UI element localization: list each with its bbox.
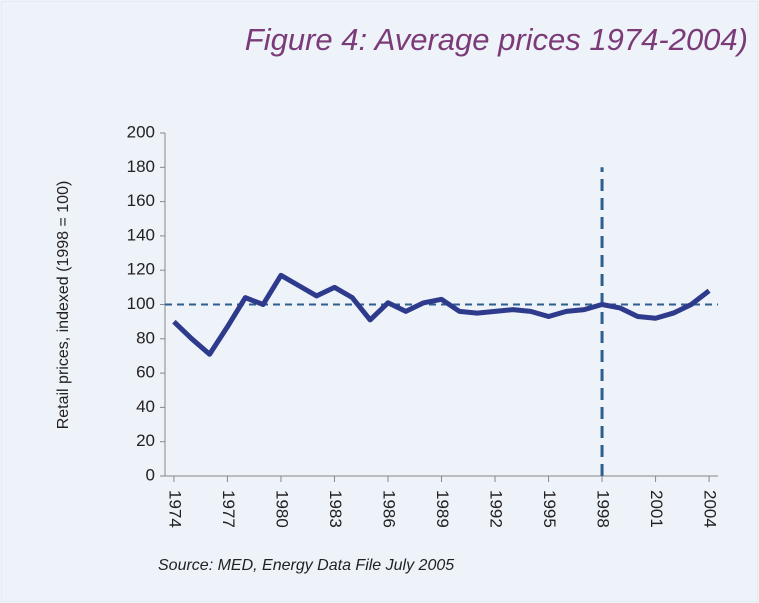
chart-title: Figure 4: Average prices 1974-2004): [245, 22, 748, 57]
y-tick-label: 60: [136, 363, 155, 382]
x-tick-label: 1995: [540, 490, 559, 528]
x-tick-label: 1980: [272, 490, 291, 528]
x-tick-label: 1974: [165, 490, 184, 528]
x-tick-label: 1977: [219, 490, 238, 528]
x-tick-label: 1998: [594, 490, 613, 528]
y-tick-label: 160: [127, 191, 155, 210]
y-tick-label: 20: [136, 431, 155, 450]
data-line: [172, 272, 711, 357]
y-tick-label: 100: [127, 294, 155, 313]
x-tick-label: 1989: [433, 490, 452, 528]
source-note: Source: MED, Energy Data File July 2005: [158, 557, 454, 574]
y-tick-label: 180: [127, 157, 155, 176]
x-tick-label: 2001: [647, 490, 666, 528]
x-tick-label: 1992: [487, 490, 506, 528]
y-tick-label: 0: [146, 465, 155, 484]
y-axis-label: Retail prices, indexed (1998 = 100): [55, 181, 72, 430]
y-tick-label: 80: [136, 328, 155, 347]
x-tick-label: 2004: [701, 490, 720, 528]
y-tick-label: 120: [127, 260, 155, 279]
y-tick-label: 140: [127, 225, 155, 244]
x-tick-label: 1986: [379, 490, 398, 528]
y-tick-label: 40: [136, 397, 155, 416]
y-tick-label: 200: [127, 122, 155, 141]
x-tick-label: 1983: [326, 490, 345, 528]
